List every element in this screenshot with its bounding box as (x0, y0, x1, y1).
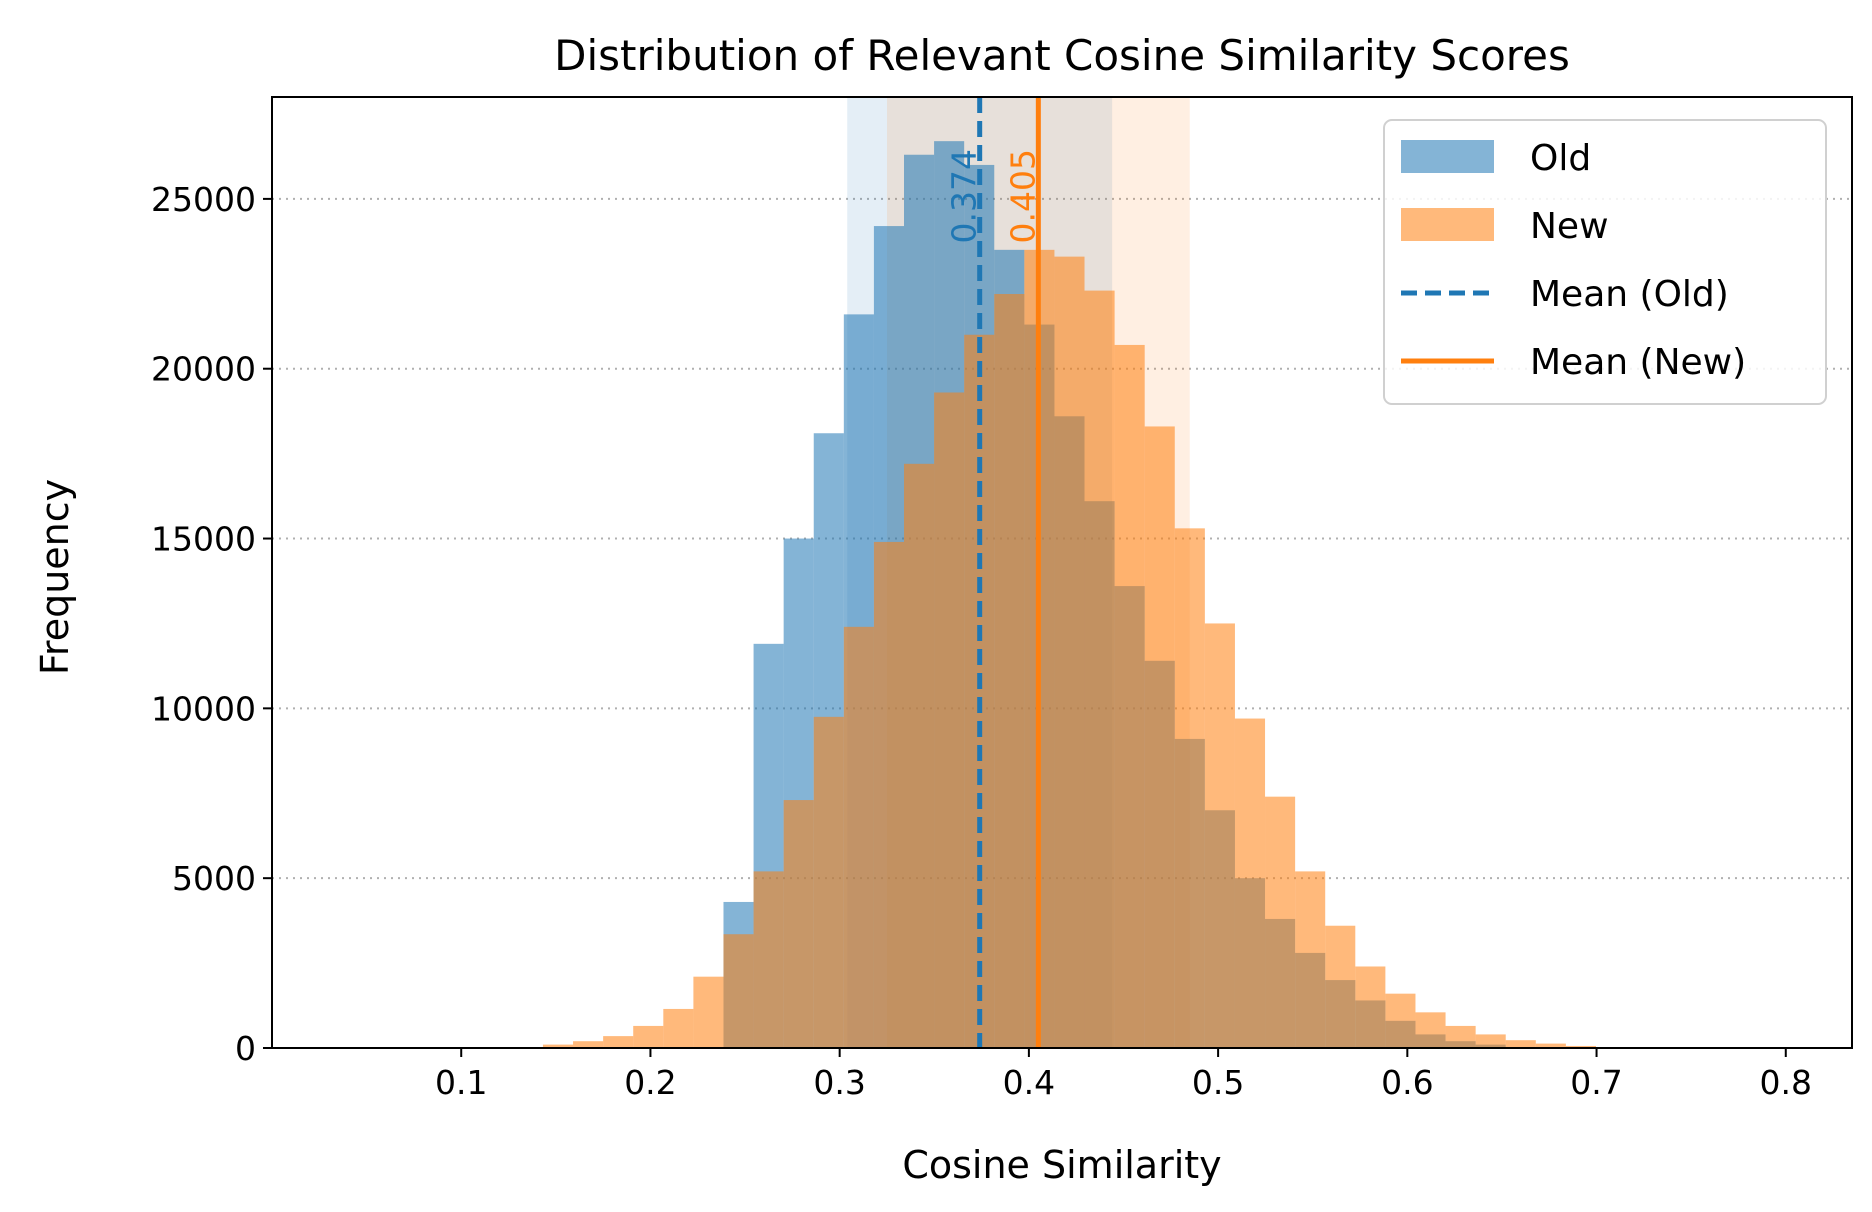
x-tick-label: 0.5 (1192, 1063, 1244, 1102)
axes-frame (271, 96, 1853, 1049)
legend-label: Mean (Old) (1530, 274, 1729, 315)
bar-new (1234, 718, 1266, 1048)
bar-new (1355, 966, 1386, 1048)
bar-new (1265, 796, 1296, 1048)
x-axis-label: Cosine Similarity (902, 1143, 1221, 1187)
legend-label: New (1530, 206, 1609, 247)
bar-new (873, 541, 904, 1048)
x-tick-label: 0.7 (1570, 1063, 1622, 1102)
bar-new (723, 934, 754, 1048)
bar-new (633, 1025, 664, 1048)
y-axis-label: Frequency (33, 479, 77, 675)
bar-new (1475, 1034, 1506, 1048)
bar-new (1114, 344, 1145, 1048)
x-tick-label: 0.1 (435, 1063, 487, 1102)
y-tick-label: 10000 (151, 689, 256, 728)
bar-new (934, 392, 965, 1049)
bar-new (1445, 1025, 1476, 1048)
chart-title: Distribution of Relevant Cosine Similari… (554, 31, 1570, 80)
x-tick-label: 0.2 (624, 1063, 676, 1102)
bar-new (573, 1041, 604, 1048)
bar-new (1295, 871, 1326, 1048)
bar-new (1535, 1043, 1566, 1048)
bar-new (1325, 925, 1356, 1048)
bar-new (843, 626, 874, 1048)
x-tick-label: 0.4 (1003, 1063, 1055, 1102)
bar-new (1204, 623, 1235, 1048)
bar-new (1084, 290, 1115, 1048)
bar-new (1144, 426, 1175, 1048)
x-tick-label: 0.3 (813, 1063, 865, 1102)
bar-new (1174, 528, 1205, 1048)
bar-new (542, 1044, 574, 1048)
bar-new (1385, 993, 1416, 1048)
bar-new (1415, 1012, 1446, 1048)
x-tick-label: 0.6 (1381, 1063, 1433, 1102)
bar-new (663, 1008, 694, 1048)
bar-new (1505, 1040, 1536, 1048)
bar-new (753, 871, 784, 1048)
bar-new (783, 800, 814, 1048)
y-tick-label: 0 (235, 1029, 256, 1068)
legend-swatch-old (1401, 140, 1494, 173)
bar-new (603, 1036, 634, 1048)
bar-new (813, 716, 844, 1048)
y-tick-label: 20000 (151, 350, 256, 389)
legend: Old New Mean (Old) Mean (New) (1383, 119, 1827, 405)
mean-label-old: 0.374 (945, 149, 984, 243)
bar-new (904, 463, 935, 1048)
legend-swatch-new (1401, 208, 1494, 241)
x-tick-label: 0.8 (1760, 1063, 1812, 1102)
bar-new (1565, 1045, 1596, 1048)
y-tick-label: 15000 (151, 520, 256, 559)
y-tick-label: 25000 (151, 180, 256, 219)
bar-new (1054, 256, 1085, 1048)
y-tick-label: 5000 (172, 859, 256, 898)
bar-new (994, 293, 1025, 1048)
legend-label: Mean (New) (1530, 342, 1746, 383)
plot-area: 0.374 0.405 0.1 0.2 0.3 0.4 0.5 0.6 0.7 0.8 0 5000 1… (151, 96, 1853, 1102)
bar-new (964, 334, 995, 1048)
legend-label: Old (1530, 138, 1591, 179)
legend-frame (1383, 119, 1827, 405)
bar-new (693, 976, 724, 1048)
mean-label-new: 0.405 (1003, 149, 1042, 243)
